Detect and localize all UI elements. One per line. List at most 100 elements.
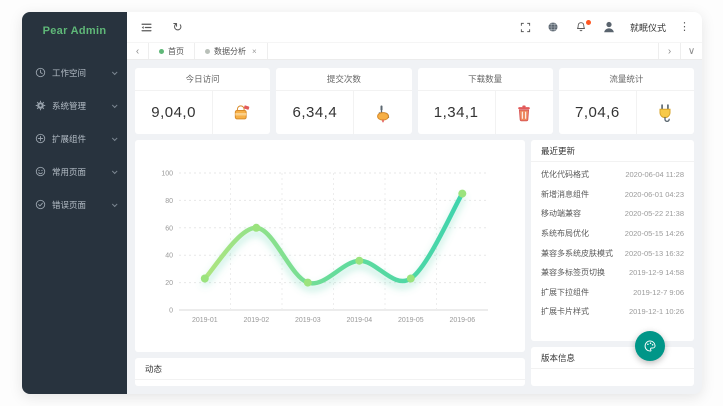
svg-text:2019-06: 2019-06: [449, 317, 475, 324]
stat-value: 6,34,4: [276, 91, 355, 134]
sidebar-item-pages[interactable]: 常用页面: [22, 155, 127, 188]
svg-text:2019-01: 2019-01: [192, 317, 218, 324]
stat-value: 1,34,1: [418, 91, 496, 134]
check-circle-icon: [35, 199, 46, 210]
tab-home[interactable]: 首页: [149, 43, 195, 59]
chevron-down-icon: [111, 101, 118, 108]
chevron-down-icon: [111, 68, 118, 75]
stat-title: 提交次数: [276, 68, 412, 91]
main-area: ↻ 就眠仪式 ⋮ ‹: [127, 12, 702, 394]
stat-title: 流量统计: [558, 68, 694, 91]
sidebar-item-workspace[interactable]: 工作空间: [22, 56, 127, 89]
tab-label: 首页: [168, 46, 184, 56]
notification-badge: [585, 19, 591, 25]
sidebar-item-error[interactable]: 错误页面: [22, 188, 127, 221]
username-label[interactable]: 就眠仪式: [629, 22, 666, 33]
stat-title: 今日访问: [135, 68, 271, 91]
language-globe-icon[interactable]: [546, 20, 561, 35]
chevron-down-icon: [111, 167, 118, 174]
stat-title: 下载数量: [417, 68, 553, 91]
trash-icon: [496, 91, 553, 134]
stat-body: 6,34,4: [276, 91, 411, 134]
recent-updates-card: 最近更新 优化代码格式 2020-06-04 11:28 新增消息组件 2020-0…: [531, 140, 694, 341]
svg-text:2019-04: 2019-04: [346, 317, 372, 324]
notifications-bell-icon[interactable]: [574, 19, 591, 35]
smiley-icon: [35, 166, 46, 177]
activity-title: 动态: [135, 358, 525, 380]
chevron-down-icon: [111, 200, 118, 207]
palette-icon: [643, 339, 657, 353]
stat-body: 1,34,1: [418, 91, 553, 134]
stat-value: 9,04,0: [135, 91, 214, 134]
left-column: 0 20 40 60 80 100 2019-01 2019-02 2019-03 2019-04…: [135, 140, 525, 386]
paint-roller-icon: [354, 91, 411, 134]
svg-text:100: 100: [161, 171, 173, 178]
tabbar: ‹ 首页 数据分析 × › ∨: [127, 43, 702, 60]
app-window: Pear Admin 工作空间 系统管理 扩展组件: [22, 12, 702, 394]
sidebar-item-system[interactable]: 系统管理: [22, 89, 127, 122]
stats-row: 今日访问 9,04,0 提交次数 6,34,4: [135, 68, 694, 134]
tab-idle-dot: [205, 48, 210, 54]
stat-value: 7,04,6: [559, 91, 637, 134]
tabs-collapse-icon[interactable]: ∨: [680, 43, 702, 59]
topbar: ↻ 就眠仪式 ⋮: [127, 12, 702, 43]
update-row: 优化代码格式 2020-06-04 11:28: [541, 170, 684, 180]
sidebar-menu: 工作空间 系统管理 扩展组件 常用: [22, 48, 127, 221]
stat-card-downloads[interactable]: 下载数量 1,34,1: [417, 68, 553, 134]
app-logo: Pear Admin: [42, 25, 107, 37]
chevron-down-icon: [111, 134, 118, 141]
svg-text:60: 60: [165, 225, 173, 232]
tabs-scroll-left-icon[interactable]: ‹: [127, 43, 149, 59]
tab-close-icon[interactable]: ×: [252, 46, 257, 56]
update-row: 系统布局优化 2020-05-15 14:26: [541, 229, 684, 239]
recent-updates-title: 最近更新: [531, 140, 694, 162]
version-title: 版本信息: [531, 347, 694, 369]
visits-line-chart[interactable]: 0 20 40 60 80 100 2019-01 2019-02 2019-03 2019-04…: [135, 140, 525, 352]
dashboard-columns: 0 20 40 60 80 100 2019-01 2019-02 2019-03 2019-04…: [135, 140, 694, 386]
line-chart-svg: 0 20 40 60 80 100 2019-01 2019-02 2019-03 2019-04…: [161, 171, 488, 324]
tab-data-analysis[interactable]: 数据分析 ×: [195, 43, 268, 59]
svg-text:40: 40: [165, 253, 173, 260]
svg-text:0: 0: [169, 308, 173, 315]
workspace-icon: [35, 67, 46, 78]
stat-body: 9,04,0: [135, 91, 270, 134]
update-row: 新增消息组件 2020-06-01 04:23: [541, 189, 684, 199]
svg-text:20: 20: [165, 280, 173, 287]
update-row: 兼容多系统皮肤模式 2020-05-13 16:32: [541, 248, 684, 258]
paint-bucket-icon: [213, 91, 270, 134]
activity-card: 动态: [135, 358, 525, 386]
svg-text:2019-03: 2019-03: [295, 317, 321, 324]
gear-icon: [35, 100, 46, 111]
version-card: 版本信息: [531, 347, 694, 386]
stat-card-submits[interactable]: 提交次数 6,34,4: [276, 68, 412, 134]
fullscreen-icon[interactable]: [518, 20, 533, 35]
more-menu-icon[interactable]: ⋮: [679, 20, 690, 33]
topbar-right: 就眠仪式 ⋮: [518, 19, 690, 35]
tabs-scroll-right-icon[interactable]: ›: [658, 43, 680, 59]
update-row: 兼容多标签页切换 2019-12-9 14:58: [541, 268, 684, 278]
tab-label: 数据分析: [214, 46, 246, 56]
right-column: 最近更新 优化代码格式 2020-06-04 11:28 新增消息组件 2020-0…: [531, 140, 694, 386]
update-row: 扩展下拉组件 2019-12-7 9:06: [541, 287, 684, 297]
collapse-sidebar-icon[interactable]: [139, 20, 154, 35]
update-row: 移动端兼容 2020-05-22 21:38: [541, 209, 684, 219]
extension-icon: [35, 133, 46, 144]
dashboard-content: 今日访问 9,04,0 提交次数 6,34,4: [127, 60, 702, 394]
sidebar-item-extension[interactable]: 扩展组件: [22, 122, 127, 155]
svg-text:80: 80: [165, 198, 173, 205]
update-row: 扩展卡片样式 2019-12-1 10:26: [541, 307, 684, 317]
updates-list: 优化代码格式 2020-06-04 11:28 新增消息组件 2020-06-01 …: [531, 162, 694, 341]
topbar-left: ↻: [139, 20, 185, 35]
theme-settings-button[interactable]: [635, 331, 665, 361]
avatar[interactable]: [602, 20, 617, 35]
tabbar-spacer: [268, 43, 658, 59]
svg-text:2019-02: 2019-02: [243, 317, 269, 324]
svg-text:2019-05: 2019-05: [398, 317, 424, 324]
stat-card-traffic[interactable]: 流量统计 7,04,6: [558, 68, 694, 134]
stat-body: 7,04,6: [559, 91, 694, 134]
stat-card-visits[interactable]: 今日访问 9,04,0: [135, 68, 271, 134]
sidebar: Pear Admin 工作空间 系统管理 扩展组件: [22, 12, 127, 394]
tab-active-dot: [159, 48, 164, 54]
plug-icon: [637, 91, 694, 134]
refresh-icon[interactable]: ↻: [172, 20, 183, 34]
